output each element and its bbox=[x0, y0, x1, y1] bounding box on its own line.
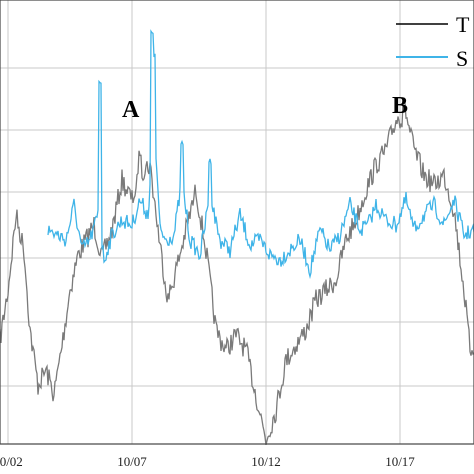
series-s-group bbox=[47, 29, 474, 280]
legend-label-s: S bbox=[456, 46, 468, 71]
legend: T S bbox=[396, 12, 470, 71]
annotation-b: B bbox=[392, 93, 408, 119]
grid bbox=[0, 0, 474, 444]
x-tick-label: 10/17 bbox=[385, 454, 415, 469]
x-tick-label: 10/12 bbox=[251, 454, 281, 469]
annotation-a: A bbox=[122, 97, 140, 123]
series-s-line bbox=[47, 29, 474, 280]
legend-label-t: T bbox=[456, 12, 470, 37]
series-t-group bbox=[0, 96, 474, 446]
x-tick-label: 10/07 bbox=[117, 454, 147, 469]
x-tick-label: 10/02 bbox=[0, 454, 23, 469]
series-t-line bbox=[0, 96, 474, 446]
x-tick-labels: 10/02 10/07 10/12 10/17 bbox=[0, 454, 415, 469]
plot-frame bbox=[0, 0, 474, 445]
